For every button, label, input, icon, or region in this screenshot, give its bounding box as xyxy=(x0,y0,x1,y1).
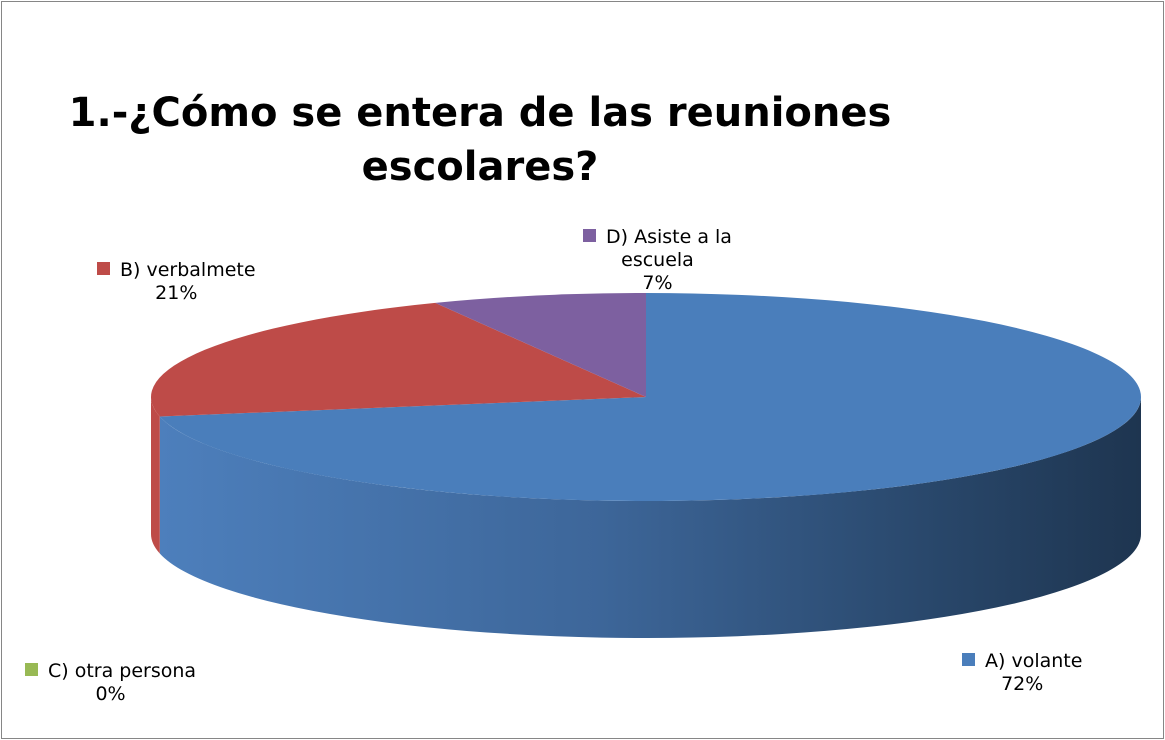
pie-side-b xyxy=(151,397,160,554)
legend-swatch-a xyxy=(962,653,975,666)
label-d-value: 7% xyxy=(642,271,673,294)
data-label-a: A) volante 72% xyxy=(962,650,1082,696)
pie-slice-b xyxy=(151,302,646,417)
legend-swatch-d xyxy=(583,229,596,242)
chart-title-line-1: 1.-¿Cómo se entera de las reuniones xyxy=(68,90,892,136)
pie-slice-a xyxy=(159,293,1141,502)
label-a-name: A) volante xyxy=(985,650,1083,672)
label-a-value: 72% xyxy=(1001,672,1044,695)
data-label-b: B) verbalmete 21% xyxy=(97,259,256,305)
label-d-line-1: D) Asiste a la xyxy=(606,226,732,248)
chart-title-line-2: escolares? xyxy=(361,144,599,190)
legend-swatch-b xyxy=(97,262,110,275)
label-b-value: 21% xyxy=(155,281,198,304)
data-label-c: C) otra persona 0% xyxy=(25,660,196,706)
pie-side-a xyxy=(159,397,1141,638)
label-b-name: B) verbalmete xyxy=(120,259,256,281)
label-d-line-2: escuela xyxy=(621,248,694,271)
data-label-d: D) Asiste a la escuela 7% xyxy=(583,226,732,294)
label-c-value: 0% xyxy=(95,682,126,705)
legend-swatch-c xyxy=(25,663,38,676)
pie-slice-d xyxy=(435,293,646,397)
label-c-name: C) otra persona xyxy=(48,660,197,682)
